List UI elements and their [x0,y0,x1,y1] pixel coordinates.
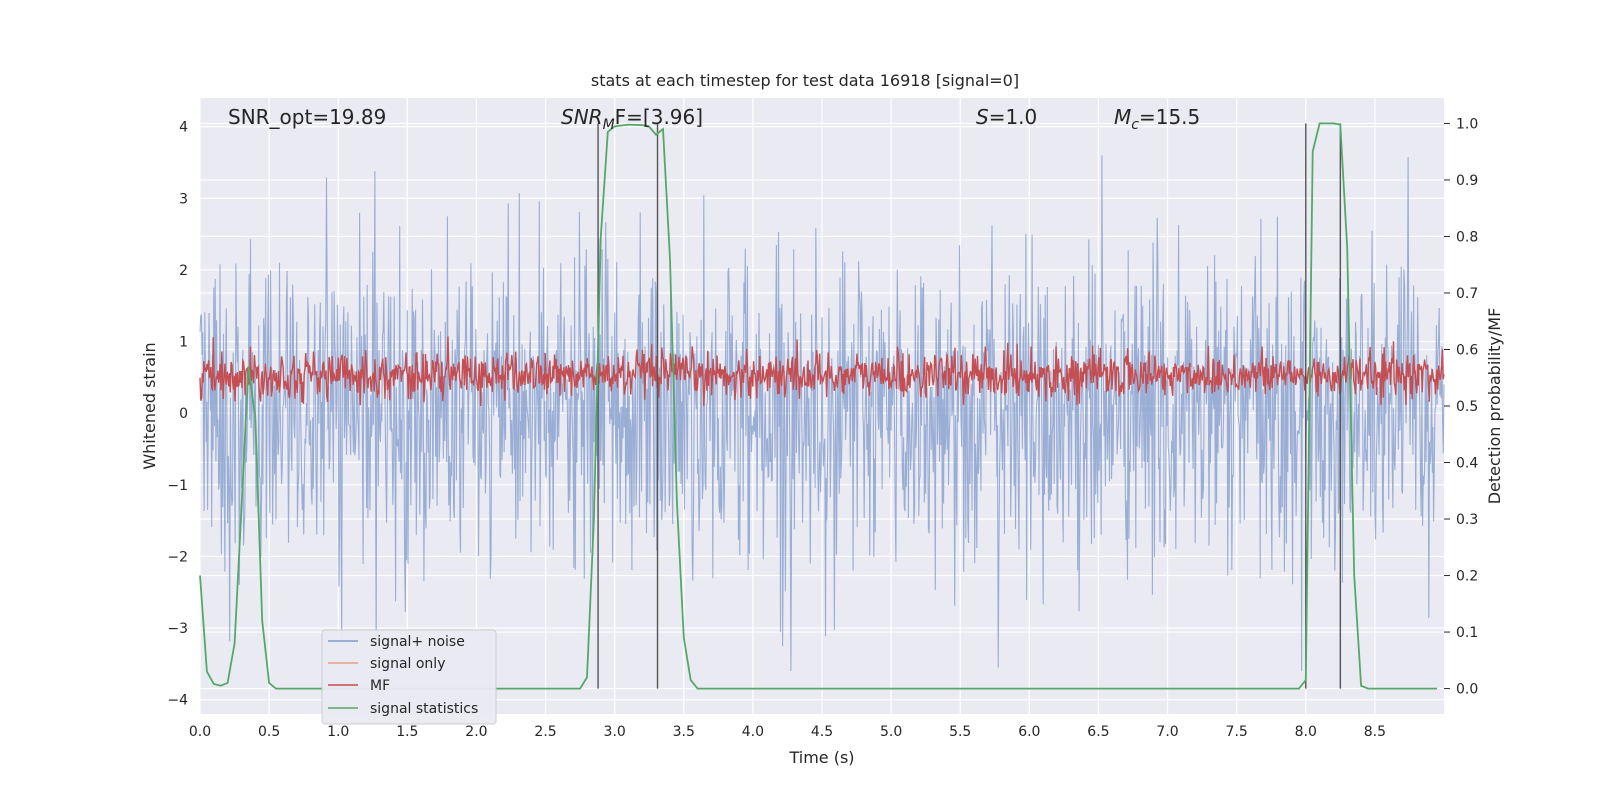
mf-line [199,336,1445,407]
x-tick-label: 0.0 [189,724,211,740]
s-annotation: S=1.0 [976,105,1037,129]
signal-noise-line [199,155,1445,672]
x-tick-label: 8.5 [1364,724,1386,740]
x-tick-label: 4.0 [742,724,764,740]
mf-series [199,336,1445,407]
right-y-tick-label: 0.8 [1456,229,1478,245]
left-y-tick-label: 3 [179,191,188,207]
right-y-tick-label: 0.0 [1456,682,1478,698]
right-y-tick-label: 0.7 [1456,286,1478,302]
left-y-axis-label: Whitened strain [140,342,159,469]
right-y-tick-label: 0.3 [1456,512,1478,528]
signal-noise-series [199,155,1445,672]
signal-statistics-line [199,122,1438,690]
legend: signal+ noise signal only MF signal stat… [321,629,497,725]
legend-label-signal-only: signal only [370,656,445,672]
snr-mf-base: SNR [561,105,603,129]
s-value: =1.0 [989,105,1038,129]
vertical-markers [597,123,1342,689]
s-symbol: S [976,105,989,129]
x-tick-label: 0.5 [258,724,280,740]
legend-label-mf: MF [370,678,390,694]
x-tick-label: 3.0 [604,724,626,740]
left-y-tick-label: 4 [179,120,188,136]
x-tick-label: 6.5 [1087,724,1109,740]
plot-area [199,98,1445,714]
right-y-tick-label: 0.1 [1456,625,1478,641]
mc-annotation: Mc=15.5 [1114,105,1200,133]
x-tick-label: 6.0 [1018,724,1040,740]
x-tick-label: 3.5 [673,724,695,740]
legend-label-noise: signal+ noise [370,634,465,650]
left-y-tick-label: 2 [179,263,188,279]
right-y-axis-ticks: 1.0 0.9 0.8 0.7 0.6 0.5 0.4 0.3 0.2 0.1 0.0 [1444,116,1478,698]
x-tick-label: 7.5 [1226,724,1248,740]
legend-label-signal-statistics: signal statistics [370,701,478,717]
snr-mf-rest: F=[3.96] [615,105,703,129]
right-y-tick-label: 1.0 [1456,116,1478,132]
right-y-tick-label: 0.4 [1456,456,1478,472]
snr-mf-annotation: SNRMF=[3.96] [561,105,703,133]
signal-statistics-series [199,122,1438,690]
x-tick-label: 7.0 [1156,724,1178,740]
left-y-tick-label: −3 [167,621,188,637]
left-y-tick-label: 1 [179,335,188,351]
x-tick-label: 5.0 [880,724,902,740]
left-y-tick-label: 0 [179,406,188,422]
x-tick-label: 1.5 [396,724,418,740]
right-y-tick-label: 0.9 [1456,173,1478,189]
x-axis-label: Time (s) [788,748,854,767]
mc-sub: c [1131,117,1139,133]
mc-symbol: M [1114,105,1131,129]
right-y-tick-label: 0.2 [1456,569,1478,585]
left-y-tick-label: −2 [167,549,188,565]
mc-value: =15.5 [1139,105,1200,129]
x-tick-label: 5.5 [949,724,971,740]
left-y-tick-label: −1 [167,478,188,494]
left-y-tick-label: −4 [167,693,188,709]
right-y-tick-label: 0.5 [1456,399,1478,415]
x-tick-label: 1.0 [327,724,349,740]
legend-box [321,629,497,725]
x-tick-label: 4.5 [811,724,833,740]
left-y-axis-ticks: 4 3 2 1 0 −1 −2 −3 −4 [167,120,188,709]
snr-opt-annotation: SNR_opt=19.89 [228,105,386,129]
right-y-tick-label: 0.6 [1456,342,1478,358]
x-tick-label: 8.0 [1295,724,1317,740]
right-y-axis-label: Detection probability/MF [1485,308,1504,505]
x-axis-ticks: 0.0 0.5 1.0 1.5 2.0 2.5 3.0 3.5 4.0 4.5 5.0 5.5 6.0 6… [189,724,1386,740]
x-tick-label: 2.0 [465,724,487,740]
x-tick-label: 2.5 [534,724,556,740]
chart-title: stats at each timestep for test data 169… [591,71,1019,90]
snr-mf-sub: M [603,117,615,133]
